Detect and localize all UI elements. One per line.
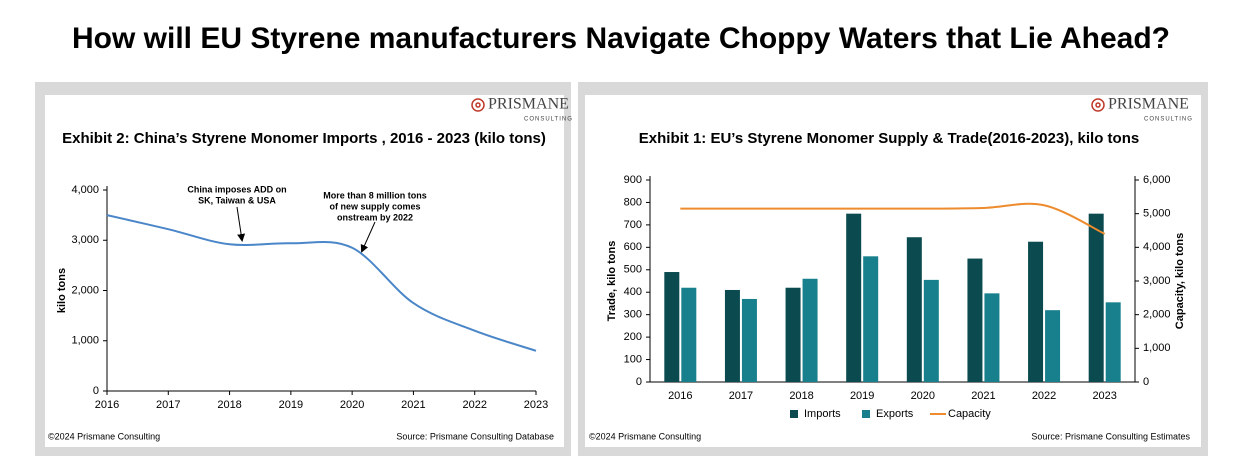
y-tick-label: 0 bbox=[636, 376, 642, 388]
x-tick-label: 2022 bbox=[462, 399, 486, 411]
bar bbox=[906, 237, 922, 382]
x-tick-label: 2021 bbox=[401, 399, 425, 411]
x-tick-label: 2022 bbox=[1032, 390, 1056, 402]
x-tick-label: 2018 bbox=[217, 399, 241, 411]
y-tick-label: 600 bbox=[624, 241, 642, 253]
y-axis-label: kilo tons bbox=[56, 268, 68, 313]
bar bbox=[1088, 213, 1104, 382]
legend-label: Imports bbox=[804, 408, 841, 420]
legend-swatch bbox=[790, 410, 798, 418]
x-tick-label: 2016 bbox=[668, 390, 692, 402]
y2-tick-label: 4,000 bbox=[1143, 241, 1171, 253]
x-tick-label: 2021 bbox=[971, 390, 995, 402]
x-tick-label: 2018 bbox=[789, 390, 813, 402]
annotation: of new supply comes bbox=[329, 201, 420, 211]
brand-sub: CONSULTING bbox=[1144, 117, 1193, 123]
footnote: ©2024 Prismane Consulting bbox=[48, 431, 160, 441]
y2-axis-label: Capacity, kilo tons bbox=[1174, 233, 1186, 329]
legend-swatch bbox=[862, 410, 870, 418]
panel bbox=[45, 95, 564, 447]
y-tick-label: 200 bbox=[624, 331, 642, 343]
bar bbox=[664, 272, 680, 382]
bar bbox=[1105, 302, 1121, 382]
x-tick-label: 2023 bbox=[524, 399, 548, 411]
y-axis-label: Trade, kilo tons bbox=[606, 241, 618, 322]
y-tick-label: 1,000 bbox=[71, 335, 99, 347]
brand-sub: CONSULTING bbox=[524, 117, 573, 123]
logo-icon bbox=[471, 98, 1105, 112]
y-tick-label: 800 bbox=[624, 196, 642, 208]
y-tick-label: 3,000 bbox=[71, 234, 99, 246]
y2-tick-label: 3,000 bbox=[1143, 275, 1171, 287]
y-tick-label: 2,000 bbox=[71, 284, 99, 296]
source: Source: Prismane Consulting Estimates bbox=[1031, 431, 1190, 441]
bar bbox=[1045, 310, 1061, 382]
x-tick-label: 2016 bbox=[95, 399, 119, 411]
bar bbox=[846, 213, 862, 382]
bar bbox=[802, 278, 818, 382]
y-tick-label: 300 bbox=[624, 309, 642, 321]
x-tick-label: 2023 bbox=[1092, 390, 1116, 402]
bar bbox=[724, 289, 740, 382]
x-tick-label: 2017 bbox=[729, 390, 753, 402]
annotation-arrow bbox=[360, 221, 376, 253]
annotation: onstream by 2022 bbox=[337, 212, 413, 222]
y2-tick-label: 2,000 bbox=[1143, 309, 1171, 321]
legend-label: Exports bbox=[876, 408, 914, 420]
x-tick-label: 2020 bbox=[911, 390, 935, 402]
brand: PRISMANE bbox=[488, 96, 569, 113]
line bbox=[106, 214, 537, 352]
bar bbox=[741, 298, 757, 382]
y-tick-label: 0 bbox=[93, 385, 99, 397]
annotation: SK, Taiwan & USA bbox=[198, 195, 276, 205]
footnote: ©2024 Prismane Consulting bbox=[589, 431, 701, 441]
brand: PRISMANE bbox=[1108, 96, 1189, 113]
y2-tick-label: 5,000 bbox=[1143, 208, 1171, 220]
x-tick-label: 2020 bbox=[340, 399, 364, 411]
bar bbox=[1028, 241, 1044, 382]
y2-tick-label: 1,000 bbox=[1143, 342, 1171, 354]
y-tick-label: 700 bbox=[624, 219, 642, 231]
chart-title: Exhibit 2: China’s Styrene Monomer Impor… bbox=[62, 130, 546, 147]
annotation: China imposes ADD on bbox=[187, 184, 286, 194]
annotation-arrow bbox=[236, 206, 246, 242]
annotation: More than 8 million tons bbox=[323, 190, 427, 200]
x-tick-label: 2019 bbox=[850, 390, 874, 402]
y-tick-label: 4,000 bbox=[71, 184, 99, 196]
bar bbox=[967, 258, 983, 382]
legend-label: Capacity bbox=[948, 408, 991, 420]
bar bbox=[863, 256, 879, 382]
y-tick-label: 400 bbox=[624, 286, 642, 298]
line bbox=[680, 202, 1106, 235]
page-title: How will EU Styrene manufacturers Naviga… bbox=[72, 22, 1170, 55]
y-tick-label: 500 bbox=[624, 264, 642, 276]
y-tick-label: 100 bbox=[624, 353, 642, 365]
bar bbox=[984, 293, 1000, 382]
x-tick-label: 2019 bbox=[279, 399, 303, 411]
chart-title: Exhibit 1: EU’s Styrene Monomer Supply &… bbox=[639, 130, 1139, 147]
y2-tick-label: 0 bbox=[1143, 376, 1149, 388]
bar bbox=[923, 279, 939, 382]
source: Source: Prismane Consulting Database bbox=[396, 431, 554, 441]
bar bbox=[681, 287, 697, 382]
y2-tick-label: 6,000 bbox=[1143, 174, 1171, 186]
x-tick-label: 2017 bbox=[156, 399, 180, 411]
bar bbox=[785, 287, 801, 382]
y-tick-label: 900 bbox=[624, 174, 642, 186]
